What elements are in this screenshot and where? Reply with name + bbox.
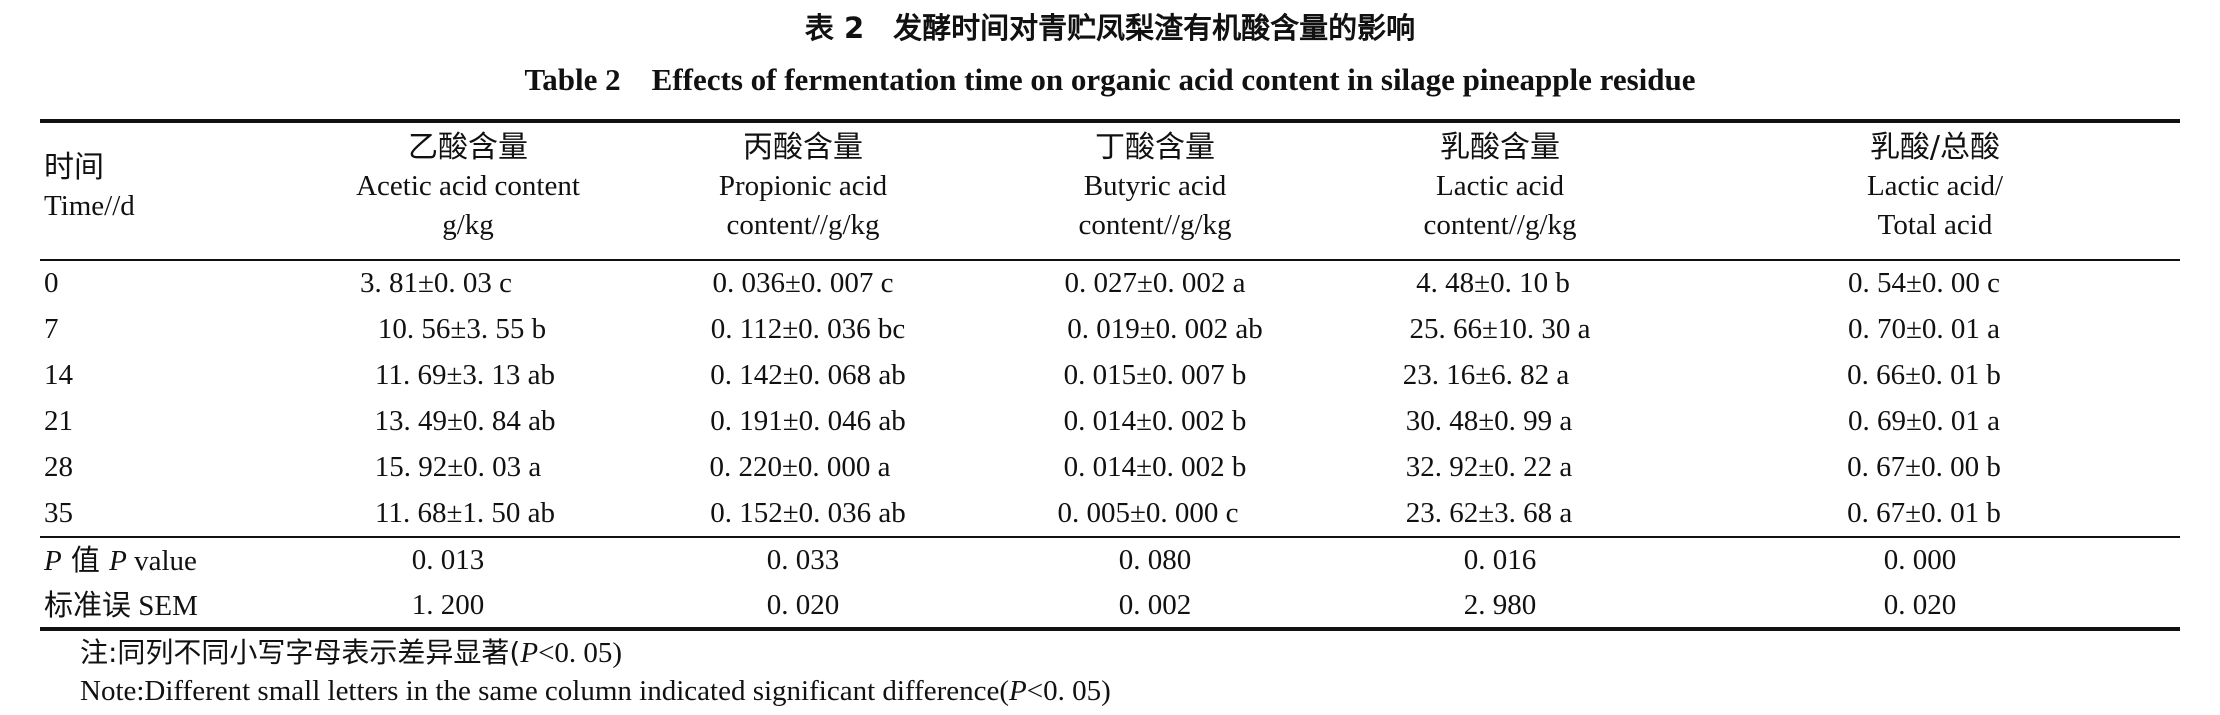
pvalue-propionic: 0. 033 — [766, 544, 840, 576]
cell-propionic: 0. 112±0. 036 bc — [710, 313, 906, 345]
sem-acetic: 1. 200 — [411, 589, 485, 621]
cell-butyric: 0. 019±0. 002 ab — [1067, 313, 1263, 345]
pvalue-butyric: 0. 080 — [1118, 544, 1192, 576]
cell-lactic: 4. 48±0. 10 b — [1416, 267, 1570, 299]
cell-acetic: 10. 56±3. 55 b — [377, 313, 547, 345]
cell-butyric: 0. 015±0. 007 b — [1063, 359, 1247, 391]
bottom-rule — [40, 627, 2180, 631]
cell-time: 0 — [44, 267, 59, 299]
cell-ratio: 0. 70±0. 01 a — [1847, 313, 2001, 345]
cell-lactic: 32. 92±0. 22 a — [1405, 451, 1573, 483]
pvalue-label: P 值 P value — [44, 543, 197, 577]
cell-butyric: 0. 014±0. 002 b — [1063, 405, 1247, 437]
cell-lactic: 23. 16±6. 82 a — [1402, 359, 1570, 391]
sem-butyric: 0. 002 — [1118, 589, 1192, 621]
header-lactic-total-ratio: 乳酸/总酸 Lactic acid/ Total acid — [1866, 130, 2004, 241]
cell-ratio: 0. 69±0. 01 a — [1847, 405, 2001, 437]
cell-ratio: 0. 66±0. 01 b — [1847, 359, 2001, 391]
header-time: 时间 Time//d — [44, 150, 135, 222]
cell-acetic: 11. 69±3. 13 ab — [375, 359, 555, 391]
cell-propionic: 0. 191±0. 046 ab — [710, 405, 906, 437]
cell-acetic: 15. 92±0. 03 a — [374, 451, 542, 483]
pvalue-acetic: 0. 013 — [411, 544, 485, 576]
header-lactic: 乳酸含量 Lactic acid content//g/kg — [1423, 130, 1577, 241]
cell-ratio: 0. 67±0. 01 b — [1847, 497, 2001, 529]
sem-lactic: 2. 980 — [1463, 589, 1537, 621]
table-title-english: Table 2 Effects of fermentation time on … — [524, 62, 1696, 97]
cell-acetic: 3. 81±0. 03 c — [359, 267, 513, 299]
cell-lactic: 25. 66±10. 30 a — [1409, 313, 1591, 345]
cell-acetic: 11. 68±1. 50 ab — [375, 497, 555, 529]
sem-label: 标准误 SEM — [44, 588, 198, 622]
cell-time: 14 — [44, 359, 73, 391]
cell-ratio: 0. 54±0. 00 c — [1847, 267, 2001, 299]
cell-butyric: 0. 027±0. 002 a — [1064, 267, 1246, 299]
pvalue-ratio: 0. 000 — [1883, 544, 1957, 576]
top-rule — [40, 119, 2180, 123]
header-butyric: 丁酸含量 Butyric acid content//g/kg — [1078, 130, 1232, 241]
sem-ratio: 0. 020 — [1883, 589, 1957, 621]
cell-butyric: 0. 005±0. 000 c — [1057, 497, 1239, 529]
header-propionic: 丙酸含量 Propionic acid content//g/kg — [718, 130, 888, 241]
header-rule — [40, 259, 2180, 261]
cell-propionic: 0. 036±0. 007 c — [712, 267, 894, 299]
cell-time: 7 — [44, 313, 59, 345]
cell-propionic: 0. 152±0. 036 ab — [710, 497, 906, 529]
cell-ratio: 0. 67±0. 00 b — [1847, 451, 2001, 483]
header-acetic: 乙酸含量 Acetic acid content g/kg — [356, 130, 580, 241]
cell-time: 35 — [44, 497, 73, 529]
footnote-english: Note:Different small letters in the same… — [80, 675, 1111, 707]
cell-time: 28 — [44, 451, 73, 483]
table-title-chinese: 表 2 发酵时间对青贮凤梨渣有机酸含量的影响 — [804, 11, 1416, 45]
footnote-chinese: 注:同列不同小写字母表示差异显著(P<0. 05) — [80, 636, 623, 669]
sem-propionic: 0. 020 — [766, 589, 840, 621]
cell-lactic: 30. 48±0. 99 a — [1405, 405, 1573, 437]
cell-time: 21 — [44, 405, 73, 437]
cell-propionic: 0. 220±0. 000 a — [709, 451, 891, 483]
pvalue-lactic: 0. 016 — [1463, 544, 1537, 576]
stats-rule — [40, 536, 2180, 538]
cell-lactic: 23. 62±3. 68 a — [1405, 497, 1573, 529]
cell-propionic: 0. 142±0. 068 ab — [710, 359, 906, 391]
cell-acetic: 13. 49±0. 84 ab — [374, 405, 556, 437]
cell-butyric: 0. 014±0. 002 b — [1063, 451, 1247, 483]
